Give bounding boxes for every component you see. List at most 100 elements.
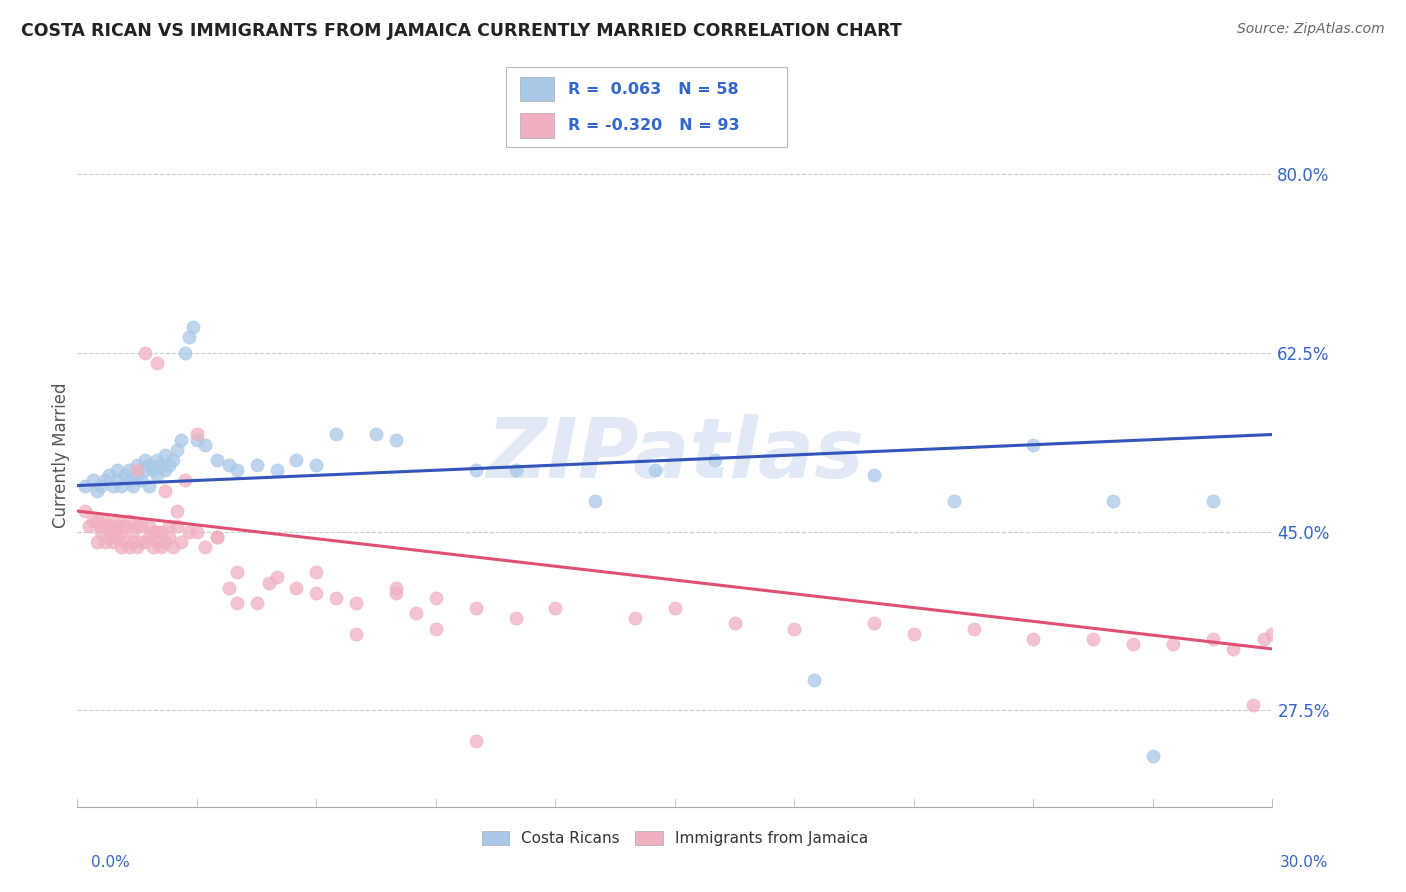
Point xyxy=(1253,632,1275,646)
Point xyxy=(177,524,200,539)
Point xyxy=(86,514,108,528)
Text: R = -0.320   N = 93: R = -0.320 N = 93 xyxy=(568,118,740,133)
Point xyxy=(177,330,200,344)
Point xyxy=(225,566,247,580)
Point xyxy=(138,458,160,472)
Point xyxy=(103,524,124,539)
Point xyxy=(134,463,156,477)
Point xyxy=(624,611,647,625)
Point xyxy=(385,433,408,447)
Text: Source: ZipAtlas.com: Source: ZipAtlas.com xyxy=(1237,22,1385,37)
Point xyxy=(146,356,169,370)
Point xyxy=(86,534,108,549)
Point xyxy=(157,458,180,472)
Point xyxy=(1241,698,1264,713)
Point xyxy=(1022,632,1045,646)
Point xyxy=(186,433,208,447)
Point xyxy=(127,468,149,483)
Point xyxy=(86,483,108,498)
Point xyxy=(153,463,176,477)
Point xyxy=(425,622,447,636)
Text: ZIPatlas: ZIPatlas xyxy=(486,415,863,495)
Point xyxy=(583,494,606,508)
Point xyxy=(90,478,112,492)
Point xyxy=(138,530,160,544)
Point xyxy=(118,514,141,528)
Point xyxy=(142,524,165,539)
Point xyxy=(505,611,527,625)
Point xyxy=(186,427,208,442)
Point xyxy=(127,519,149,533)
Point xyxy=(118,463,141,477)
Point xyxy=(110,524,132,539)
Point xyxy=(285,453,308,467)
Point xyxy=(142,540,165,554)
Point xyxy=(181,320,204,334)
Point xyxy=(942,494,965,508)
Text: COSTA RICAN VS IMMIGRANTS FROM JAMAICA CURRENTLY MARRIED CORRELATION CHART: COSTA RICAN VS IMMIGRANTS FROM JAMAICA C… xyxy=(21,22,901,40)
Point xyxy=(105,514,128,528)
Point xyxy=(225,463,247,477)
Point xyxy=(266,570,288,584)
Point xyxy=(142,463,165,477)
Point xyxy=(146,453,169,467)
Point xyxy=(174,346,197,360)
Point xyxy=(366,427,388,442)
Point xyxy=(122,524,145,539)
Point xyxy=(194,540,217,554)
Point xyxy=(75,504,97,518)
Point xyxy=(1222,642,1244,657)
Point xyxy=(153,534,176,549)
Point xyxy=(1261,626,1284,640)
Point xyxy=(146,524,169,539)
Point xyxy=(146,534,169,549)
Point xyxy=(246,458,269,472)
Point xyxy=(344,596,367,610)
Text: 30.0%: 30.0% xyxy=(1281,855,1329,870)
Point xyxy=(166,519,188,533)
Point xyxy=(783,622,806,636)
Point xyxy=(166,442,188,457)
Point xyxy=(464,463,486,477)
Point xyxy=(285,581,308,595)
Point xyxy=(103,478,124,492)
Point xyxy=(138,519,160,533)
Point xyxy=(118,474,141,488)
Point xyxy=(90,519,112,533)
Point xyxy=(105,530,128,544)
Point xyxy=(114,519,136,533)
Y-axis label: Currently Married: Currently Married xyxy=(52,382,70,528)
Point xyxy=(903,626,925,640)
Point xyxy=(505,463,527,477)
Point xyxy=(963,622,986,636)
Point xyxy=(150,458,173,472)
FancyBboxPatch shape xyxy=(520,113,554,137)
Point xyxy=(863,468,886,483)
Point xyxy=(174,474,197,488)
Point xyxy=(127,463,149,477)
Point xyxy=(205,453,228,467)
Point xyxy=(405,606,427,620)
Point xyxy=(82,514,104,528)
Point xyxy=(98,468,121,483)
Point xyxy=(75,478,97,492)
Point xyxy=(98,530,121,544)
Point xyxy=(325,591,347,605)
Text: R =  0.063   N = 58: R = 0.063 N = 58 xyxy=(568,82,738,97)
Point xyxy=(724,616,747,631)
Point xyxy=(122,534,145,549)
Point xyxy=(170,433,193,447)
Point xyxy=(1122,637,1144,651)
Point xyxy=(266,463,288,477)
Point xyxy=(153,483,176,498)
Legend: Costa Ricans, Immigrants from Jamaica: Costa Ricans, Immigrants from Jamaica xyxy=(475,825,875,853)
Point xyxy=(114,468,136,483)
Point xyxy=(1201,494,1223,508)
Point xyxy=(464,734,486,748)
Point xyxy=(664,601,686,615)
Point xyxy=(110,540,132,554)
Point xyxy=(134,453,156,467)
Point xyxy=(82,474,104,488)
Point xyxy=(127,458,149,472)
Point xyxy=(150,540,173,554)
